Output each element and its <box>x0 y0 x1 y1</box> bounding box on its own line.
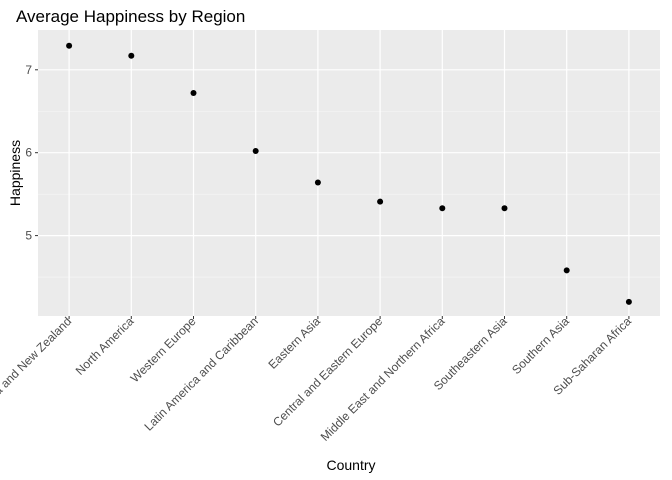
major-gridlines <box>38 30 660 316</box>
data-point <box>625 298 632 305</box>
plot-panel <box>38 30 660 316</box>
axis-ticks <box>35 69 630 319</box>
data-point <box>377 198 384 205</box>
data-points <box>66 42 632 305</box>
data-point <box>439 205 446 212</box>
data-point <box>190 90 197 97</box>
data-point <box>128 52 135 59</box>
data-point <box>501 205 508 212</box>
chart-title: Average Happiness by Region <box>16 7 245 26</box>
data-point <box>314 179 321 186</box>
y-tick-label: 6 <box>25 146 32 160</box>
data-point <box>563 267 570 274</box>
y-tick-label: 5 <box>25 229 32 243</box>
data-point <box>66 42 73 49</box>
y-axis-title: Happiness <box>7 140 23 206</box>
minor-gridlines <box>38 110 660 278</box>
y-tick-labels: 5 6 7 <box>25 63 32 243</box>
y-tick-label: 7 <box>25 63 32 77</box>
x-axis-title: Country <box>326 457 375 473</box>
data-point <box>252 148 259 155</box>
